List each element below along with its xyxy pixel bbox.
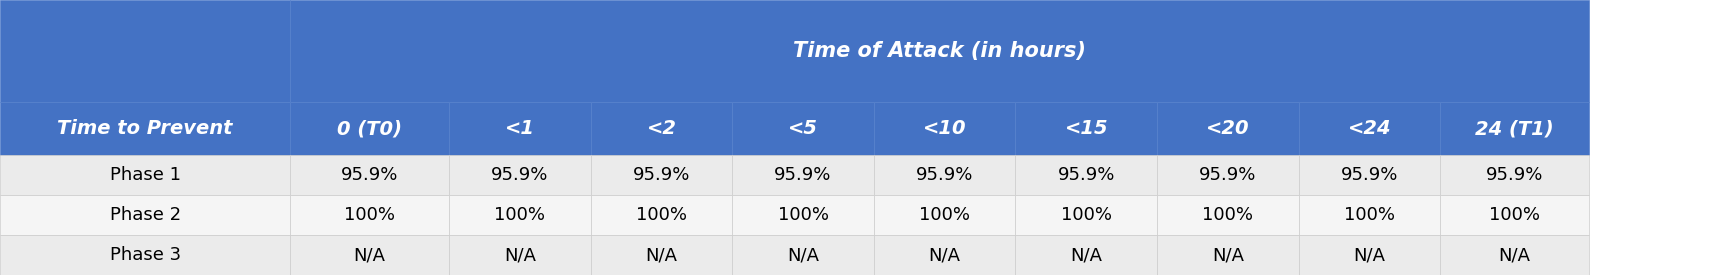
Text: 95.9%: 95.9% (1485, 166, 1544, 184)
Text: 95.9%: 95.9% (632, 166, 691, 184)
Bar (874, 155, 1015, 195)
Text: Time of Attack (in hours): Time of Attack (in hours) (793, 41, 1086, 61)
Bar (449, 235, 591, 275)
Bar (1157, 195, 1299, 235)
Bar (0, 102, 290, 155)
Text: N/A: N/A (788, 246, 819, 264)
Text: N/A: N/A (1212, 246, 1243, 264)
Bar (290, 0, 1589, 102)
Text: <20: <20 (1205, 119, 1250, 138)
Bar (449, 102, 591, 155)
Text: 100%: 100% (636, 206, 687, 224)
Bar (1015, 102, 1157, 155)
Text: 100%: 100% (1489, 206, 1540, 224)
Text: 100%: 100% (777, 206, 829, 224)
Text: 100%: 100% (1344, 206, 1395, 224)
Bar (732, 235, 874, 275)
Bar (1157, 102, 1299, 155)
Text: 95.9%: 95.9% (1199, 166, 1257, 184)
Text: <2: <2 (646, 119, 677, 138)
Bar (1157, 155, 1299, 195)
Bar (1157, 235, 1299, 275)
Text: <5: <5 (788, 119, 819, 138)
Bar (1299, 235, 1440, 275)
Bar (1440, 102, 1589, 155)
Bar (1440, 235, 1589, 275)
Text: N/A: N/A (504, 246, 535, 264)
Text: Phase 2: Phase 2 (109, 206, 181, 224)
Text: 95.9%: 95.9% (1057, 166, 1116, 184)
Bar (1440, 155, 1589, 195)
Bar (1015, 155, 1157, 195)
Text: 100%: 100% (494, 206, 546, 224)
Bar (874, 195, 1015, 235)
Text: N/A: N/A (646, 246, 677, 264)
Bar (732, 102, 874, 155)
Bar (0, 0, 290, 102)
Bar (0, 195, 290, 235)
Text: Phase 3: Phase 3 (109, 246, 181, 264)
Text: N/A: N/A (929, 246, 960, 264)
Bar (290, 235, 449, 275)
Bar (874, 235, 1015, 275)
Bar (1015, 235, 1157, 275)
Text: 95.9%: 95.9% (915, 166, 974, 184)
Bar (1440, 195, 1589, 235)
Text: 95.9%: 95.9% (1340, 166, 1399, 184)
Text: N/A: N/A (1499, 246, 1530, 264)
Bar (591, 195, 732, 235)
Bar (591, 102, 732, 155)
Text: 0 (T0): 0 (T0) (337, 119, 402, 138)
Text: N/A: N/A (354, 246, 385, 264)
Text: 95.9%: 95.9% (774, 166, 832, 184)
Bar (290, 155, 449, 195)
Bar (1015, 195, 1157, 235)
Text: 100%: 100% (1202, 206, 1254, 224)
Text: N/A: N/A (1071, 246, 1102, 264)
Bar (1299, 102, 1440, 155)
Text: N/A: N/A (1354, 246, 1385, 264)
Text: 24 (T1): 24 (T1) (1475, 119, 1554, 138)
Bar (449, 155, 591, 195)
Bar (290, 102, 449, 155)
Bar (1299, 195, 1440, 235)
Text: <1: <1 (504, 119, 535, 138)
Bar (0, 235, 290, 275)
Bar (1299, 155, 1440, 195)
Bar (732, 195, 874, 235)
Bar (290, 195, 449, 235)
Bar (874, 102, 1015, 155)
Text: <24: <24 (1347, 119, 1392, 138)
Text: 100%: 100% (919, 206, 971, 224)
Bar (732, 155, 874, 195)
Text: 95.9%: 95.9% (340, 166, 399, 184)
Text: Time to Prevent: Time to Prevent (57, 119, 233, 138)
Bar (591, 235, 732, 275)
Text: 100%: 100% (1060, 206, 1112, 224)
Bar (591, 155, 732, 195)
Text: 95.9%: 95.9% (490, 166, 549, 184)
Bar (449, 195, 591, 235)
Text: 100%: 100% (344, 206, 395, 224)
Text: <15: <15 (1064, 119, 1109, 138)
Text: Phase 1: Phase 1 (109, 166, 181, 184)
Bar (0, 155, 290, 195)
Text: <10: <10 (922, 119, 967, 138)
